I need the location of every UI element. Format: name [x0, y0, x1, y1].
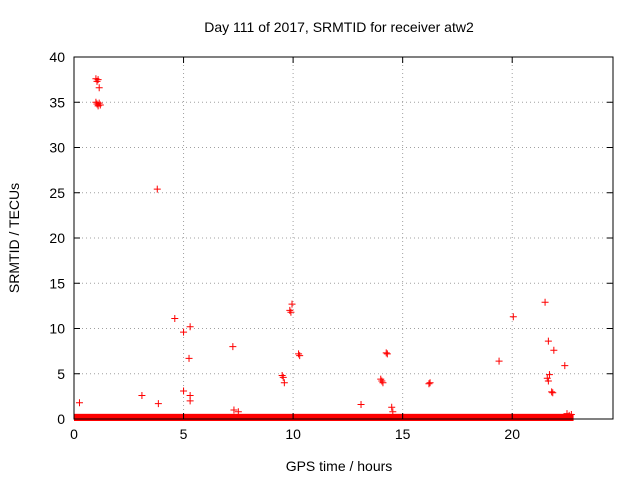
- data-point: [383, 350, 391, 358]
- y-tick-label: 35: [49, 94, 65, 110]
- data-point: [377, 375, 385, 383]
- x-tick-labels: 0 5 10 15 20: [70, 426, 520, 442]
- x-tick-label: 10: [285, 426, 301, 442]
- data-point: [426, 379, 434, 387]
- data-point: [96, 101, 104, 109]
- y-tick-label: 0: [57, 411, 65, 427]
- data-point: [75, 399, 83, 407]
- x-tick-label: 15: [395, 426, 411, 442]
- data-point: [234, 408, 242, 416]
- data-point: [95, 84, 103, 92]
- data-point: [287, 308, 295, 316]
- data-point: [280, 379, 288, 387]
- data-point: [95, 99, 103, 107]
- y-tick-label: 20: [49, 230, 65, 246]
- data-point: [296, 352, 304, 360]
- y-tick-labels: 0 5 10 15 20 25 30 35 40: [49, 49, 65, 427]
- data-points: [75, 75, 575, 419]
- y-axis-label: SRMTID / TECUs: [6, 183, 22, 293]
- data-point: [138, 391, 146, 399]
- data-point: [509, 313, 517, 321]
- data-point: [561, 362, 569, 370]
- data-point: [185, 354, 193, 362]
- data-point: [425, 380, 433, 388]
- y-tick-label: 5: [57, 366, 65, 382]
- data-point: [279, 373, 287, 381]
- data-point: [229, 343, 237, 351]
- baseline-band: [74, 413, 574, 421]
- data-point: [288, 300, 296, 308]
- data-point: [541, 298, 549, 306]
- y-tick-label: 10: [49, 321, 65, 337]
- data-point: [295, 350, 303, 358]
- data-point: [550, 346, 558, 354]
- data-point: [544, 377, 552, 385]
- y-tick-label: 30: [49, 140, 65, 156]
- data-point: [180, 328, 188, 336]
- data-point: [382, 349, 390, 357]
- y-tick-label: 40: [49, 49, 65, 65]
- data-point: [92, 98, 100, 106]
- data-point: [379, 379, 387, 387]
- data-point: [388, 403, 396, 411]
- grid-lines: [74, 57, 613, 419]
- data-point: [357, 401, 365, 409]
- data-point: [186, 397, 194, 405]
- data-point: [94, 76, 102, 84]
- data-point: [230, 406, 238, 414]
- y-tick-label: 15: [49, 275, 65, 291]
- data-point: [545, 371, 553, 379]
- data-point: [567, 410, 575, 418]
- x-axis-label: GPS time / hours: [286, 458, 393, 474]
- data-point: [389, 408, 397, 416]
- axis-ticks: [73, 56, 613, 420]
- baseline-band-fill: [74, 413, 574, 421]
- data-point: [180, 387, 188, 395]
- data-point: [549, 389, 557, 397]
- x-tick-label: 0: [70, 426, 78, 442]
- data-point: [286, 306, 294, 314]
- chart-title: Day 111 of 2017, SRMTID for receiver atw…: [204, 19, 474, 35]
- data-point: [93, 77, 101, 85]
- data-point: [378, 377, 386, 385]
- data-point: [186, 323, 194, 331]
- data-point: [171, 315, 179, 323]
- x-tick-label: 20: [504, 426, 520, 442]
- x-tick-label: 5: [180, 426, 188, 442]
- data-point: [544, 337, 552, 345]
- data-point: [278, 372, 286, 380]
- data-point: [495, 357, 503, 365]
- data-point: [153, 185, 161, 193]
- data-point: [154, 400, 162, 408]
- y-tick-label: 25: [49, 185, 65, 201]
- data-point: [548, 388, 556, 396]
